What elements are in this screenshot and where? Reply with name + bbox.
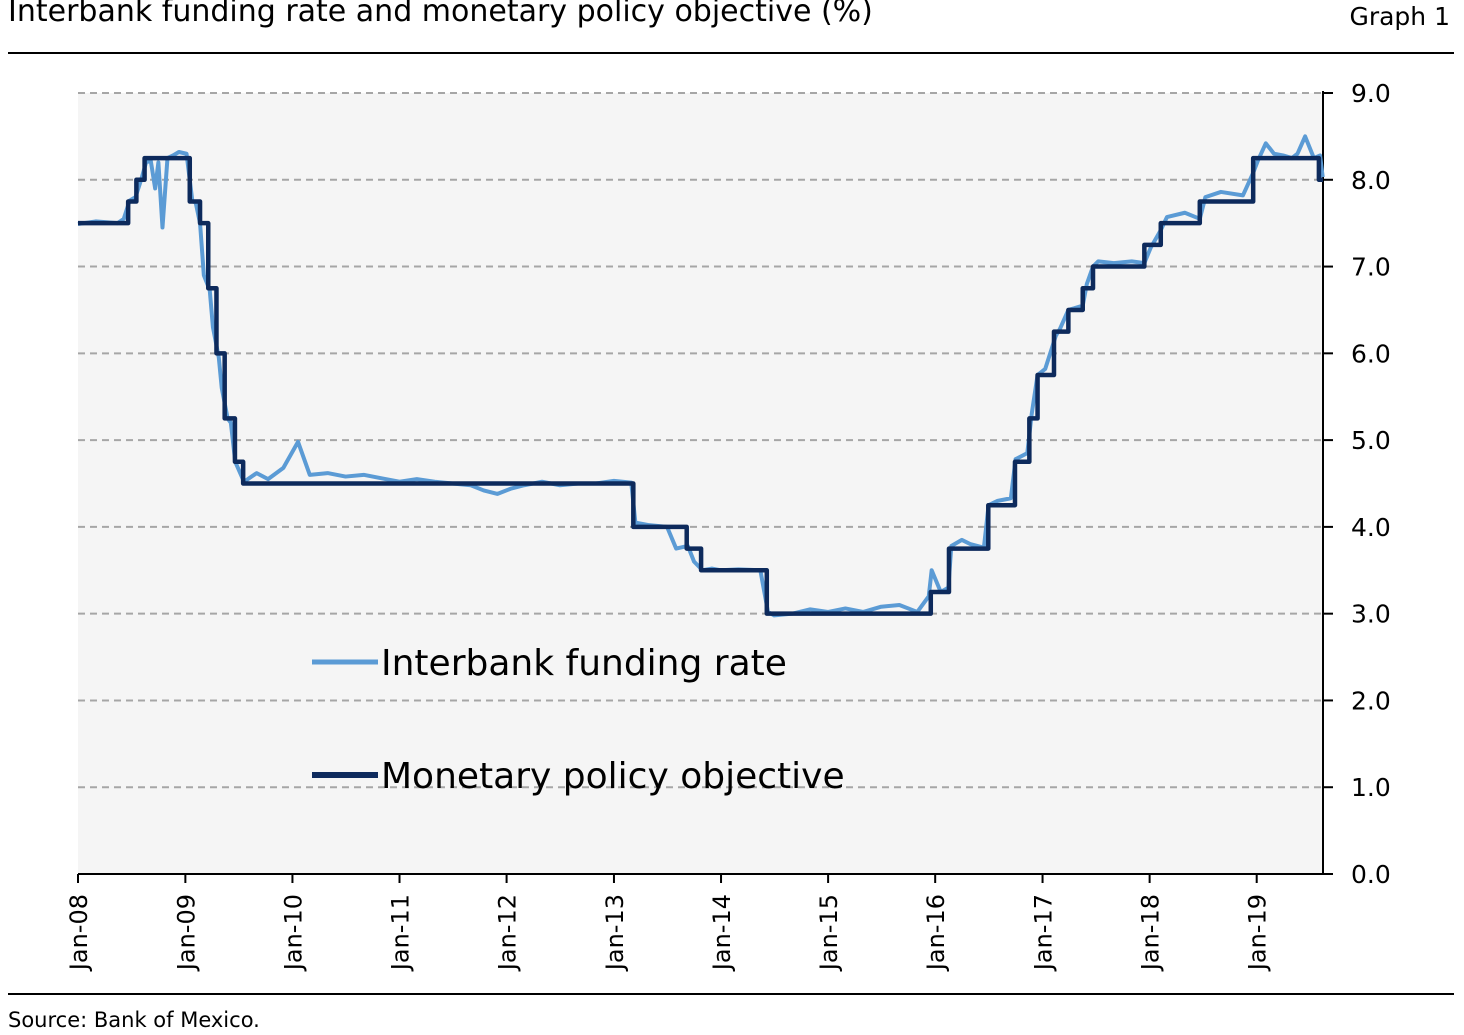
y-tick-label: 8.0 xyxy=(1351,166,1391,195)
x-tick-label: Jan-17 xyxy=(1030,894,1058,972)
y-tick-label: 7.0 xyxy=(1351,253,1391,282)
y-tick-label: 9.0 xyxy=(1351,79,1391,108)
x-tick-label: Jan-15 xyxy=(815,894,843,972)
x-tick-label: Jan-09 xyxy=(172,894,200,972)
x-tick-label: Jan-13 xyxy=(601,894,629,972)
x-axis-ticks: Jan-08 Jan-09 Jan-10 Jan-11 Jan-12 Jan-13 Jan-… xyxy=(65,874,1272,972)
y-tick-label: 2.0 xyxy=(1351,686,1391,715)
x-tick-label: Jan-12 xyxy=(494,894,522,972)
y-tick-label: 3.0 xyxy=(1351,600,1391,629)
y-tick-label: 1.0 xyxy=(1351,773,1391,802)
graph-number: Graph 1 xyxy=(1349,2,1450,31)
legend-label-policy: Monetary policy objective xyxy=(381,756,845,797)
chart-title: Interbank funding rate and monetary poli… xyxy=(8,0,873,29)
x-tick-label: Jan-19 xyxy=(1244,894,1272,972)
series-monetary-policy-objective xyxy=(78,155,1323,616)
bottom-rule xyxy=(8,993,1454,995)
x-tick-label: Jan-16 xyxy=(922,894,950,972)
series-group xyxy=(77,134,1325,618)
x-tick-label: Jan-14 xyxy=(708,894,736,972)
axes xyxy=(78,91,1324,875)
source-note: Source: Bank of Mexico. xyxy=(8,1008,260,1032)
x-tick-label: Jan-11 xyxy=(387,894,415,972)
y-tick-label: 5.0 xyxy=(1351,426,1391,455)
y-tick-label: 4.0 xyxy=(1351,513,1391,542)
x-tick-label: Jan-08 xyxy=(65,894,93,972)
y-tick-label: 0.0 xyxy=(1351,860,1391,889)
x-tick-label: Jan-10 xyxy=(279,894,307,972)
y-tick-label: 6.0 xyxy=(1351,339,1391,368)
top-rule xyxy=(8,52,1454,54)
x-tick-label: Jan-18 xyxy=(1137,894,1165,972)
legend-label-interbank: Interbank funding rate xyxy=(381,643,787,684)
y-axis-ticks: 0.0 1.0 2.0 3.0 4.0 5.0 6.0 7.0 8.0 9.0 xyxy=(1323,79,1391,889)
legend: Interbank funding rate Monetary policy o… xyxy=(312,643,845,797)
